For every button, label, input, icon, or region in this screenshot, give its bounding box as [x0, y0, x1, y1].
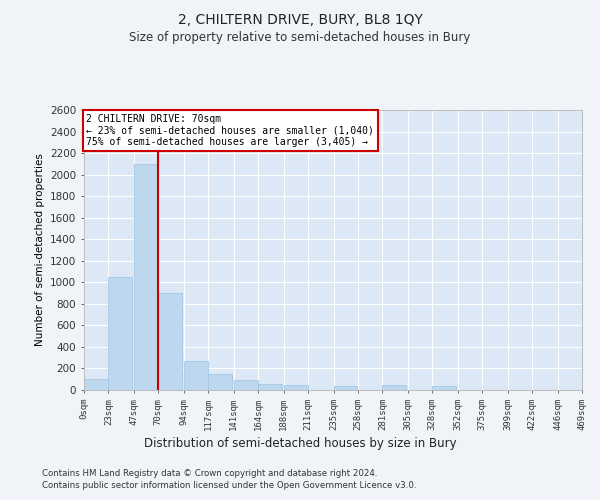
Text: 2 CHILTERN DRIVE: 70sqm
← 23% of semi-detached houses are smaller (1,040)
75% of: 2 CHILTERN DRIVE: 70sqm ← 23% of semi-de… — [86, 114, 374, 148]
Bar — [284, 384, 308, 390]
Text: Contains public sector information licensed under the Open Government Licence v3: Contains public sector information licen… — [42, 481, 416, 490]
Bar — [432, 386, 456, 390]
Bar — [208, 374, 232, 390]
Bar — [334, 386, 358, 390]
Bar — [84, 379, 108, 390]
Bar — [134, 164, 158, 390]
Text: Contains HM Land Registry data © Crown copyright and database right 2024.: Contains HM Land Registry data © Crown c… — [42, 469, 377, 478]
Text: Distribution of semi-detached houses by size in Bury: Distribution of semi-detached houses by … — [143, 438, 457, 450]
Text: 2, CHILTERN DRIVE, BURY, BL8 1QY: 2, CHILTERN DRIVE, BURY, BL8 1QY — [178, 12, 422, 26]
Text: Size of property relative to semi-detached houses in Bury: Size of property relative to semi-detach… — [130, 31, 470, 44]
Bar — [158, 293, 182, 390]
Bar — [184, 361, 208, 390]
Bar — [234, 380, 257, 390]
Y-axis label: Number of semi-detached properties: Number of semi-detached properties — [35, 154, 44, 346]
Bar — [258, 384, 282, 390]
Bar — [382, 384, 406, 390]
Bar — [109, 277, 133, 390]
